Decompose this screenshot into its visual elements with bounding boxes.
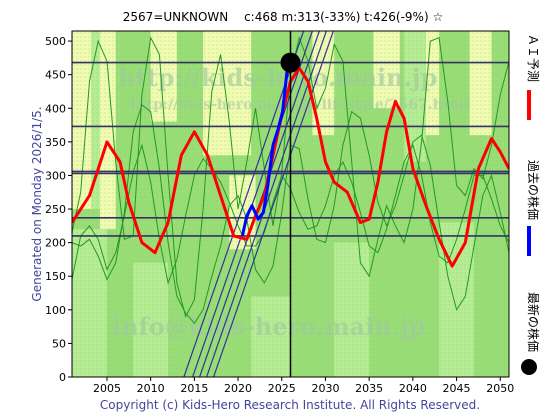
legend-latest-label: 最新の株価 xyxy=(526,292,541,352)
series-past xyxy=(240,62,292,237)
y-tick-label: 350 xyxy=(45,136,66,149)
x-tick-label: 2030 xyxy=(311,382,339,395)
y-tick-label: 300 xyxy=(45,169,66,182)
generated-label: Generated on Monday 2026/1/5. xyxy=(30,106,44,301)
legend-prediction-label: ＡＩ予測 xyxy=(526,34,540,82)
x-tick-label: 2025 xyxy=(268,382,296,395)
channel-layer xyxy=(183,31,334,377)
watermark-layer: http://kids-hero.main.jp http://kids-her… xyxy=(112,63,469,341)
y-tick-label: 200 xyxy=(45,237,66,250)
channel-line-4 xyxy=(213,31,334,377)
watermark-bottom: info@kids-hero.main.jp xyxy=(112,312,426,341)
x-tick-label: 2010 xyxy=(137,382,165,395)
x-tick-label: 2015 xyxy=(180,382,208,395)
legend-past-label: 過去の株価 xyxy=(526,160,541,220)
copyright-text: Copyright (c) Kids-Hero Research Institu… xyxy=(100,398,480,412)
latest-price-dot xyxy=(280,52,301,73)
y-tick-label: 150 xyxy=(45,270,66,283)
y-tick-label: 250 xyxy=(45,203,66,216)
x-tick-label: 2050 xyxy=(486,382,514,395)
y-tick-label: 0 xyxy=(59,371,66,384)
x-tick-label: 2035 xyxy=(355,382,383,395)
plot-area: http://kids-hero.main.jp http://kids-her… xyxy=(71,30,510,378)
watermark-mid: http://kids-hero.main.jp/lifestyle/2567.… xyxy=(130,97,469,113)
series-layer xyxy=(72,62,509,268)
y-tick-label: 100 xyxy=(45,304,66,317)
y-tick-label: 50 xyxy=(52,337,66,350)
legend: ＡＩ予測 過去の株価 最新の株価 xyxy=(521,34,541,375)
series-prediction xyxy=(72,66,509,268)
x-axis: 2005 2010 2015 2020 2025 2030 2035 2040 2045 2050 xyxy=(93,377,514,395)
channel-line-3 xyxy=(206,31,327,377)
y-tick-label: 400 xyxy=(45,102,66,115)
watermark-top: http://kids-hero.main.jp xyxy=(118,63,437,92)
x-tick-label: 2040 xyxy=(399,382,427,395)
channel-line-1 xyxy=(192,31,313,377)
legend-latest-dot xyxy=(521,359,537,375)
y-axis: 0 50 100 150 200 250 300 350 400 450 500 xyxy=(45,35,72,384)
chart-title: 2567=UNKNOWN c:468 m:313(-33%) t:426(-9%… xyxy=(123,10,443,24)
x-tick-label: 2045 xyxy=(443,382,471,395)
x-tick-label: 2005 xyxy=(93,382,121,395)
x-tick-label: 2020 xyxy=(224,382,252,395)
y-tick-label: 500 xyxy=(45,35,66,48)
plot-frame xyxy=(71,30,510,378)
y-tick-label: 450 xyxy=(45,69,66,82)
